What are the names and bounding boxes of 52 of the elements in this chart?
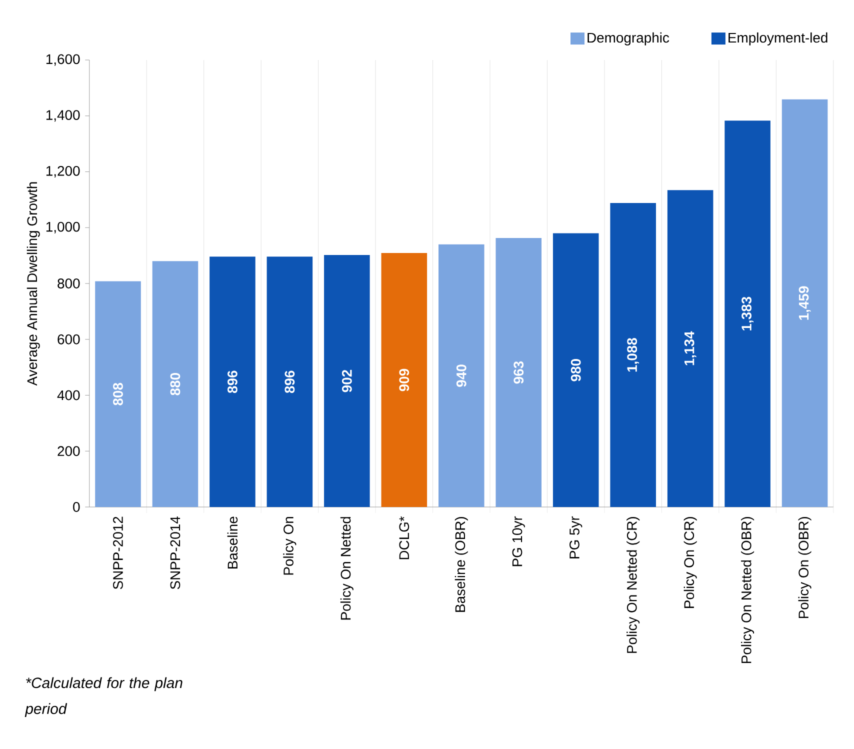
data-label: 808 [113,382,123,406]
data-label: 909 [399,368,410,392]
data-label: 963 [514,361,524,384]
x-tick-label: Policy On Netted (OBR) [741,516,754,664]
legend-label: Demographic [588,32,670,46]
bar [152,261,198,507]
x-tick-label: PG 10yr [512,516,525,566]
y-tick-label: 200 [58,446,80,456]
bar [266,256,313,507]
x-tick-label: DCLG* [399,516,410,560]
x-tick-label: PG 5yr [570,516,582,558]
bar [210,256,256,507]
y-tick-label: 1,200 [46,166,80,178]
y-axis-title: Average Annual Dwelling Growth [26,182,40,386]
data-label: 880 [170,373,180,396]
x-tick-label: Baseline [227,516,238,568]
bar [667,190,714,507]
data-label: 1,459 [798,286,811,320]
y-tick-label: 1,600 [46,54,80,66]
data-label: 1,088 [627,338,640,372]
bar [552,233,599,507]
data-label: 1,383 [742,296,754,330]
y-tick-label: 1,000 [46,222,80,234]
bar [724,120,770,507]
bar [381,253,428,507]
x-tick-label: Policy On Netted [340,517,354,620]
x-tick-label: Policy On (OBR) [798,516,812,618]
data-label: 896 [228,370,238,394]
y-tick-label: 1,400 [46,110,80,122]
y-tick-label: 800 [58,278,80,288]
x-tick-label: Policy On Netted (CR) [626,516,640,653]
data-label: 902 [342,370,352,392]
x-tick-label: SNPP-2014 [170,516,180,590]
x-tick-label: Policy On (CR) [684,516,697,608]
data-label: 980 [570,359,581,382]
y-tick-label: 600 [58,334,80,344]
data-label: 940 [456,364,466,387]
bar [324,255,370,507]
x-tick-label: Policy On [283,517,296,575]
y-tick-label: 0 [73,502,80,512]
text: *Calculated for the plan period [24,677,182,718]
bar [782,99,828,507]
y-tick-label: 400 [57,390,80,400]
data-label: 1,134 [684,331,696,366]
bar [95,281,141,507]
bar [438,244,484,507]
x-tick-label: SNPP-2012 [113,516,123,590]
legend-label: Employment-led [728,32,828,46]
bar [496,238,542,507]
data-label: 896 [284,370,295,394]
x-tick-label: Baseline (OBR) [454,516,468,612]
bar [610,203,656,507]
